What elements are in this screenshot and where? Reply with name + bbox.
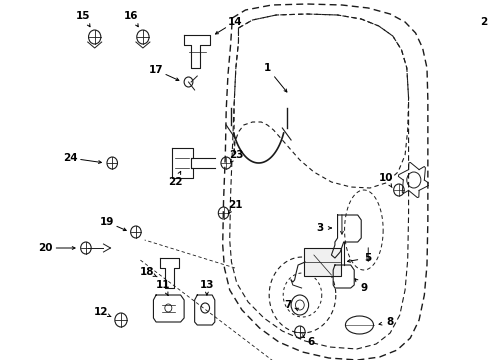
Text: 24: 24 (62, 153, 77, 163)
Text: 15: 15 (76, 11, 90, 21)
Text: 3: 3 (316, 223, 323, 233)
Text: 6: 6 (307, 337, 314, 347)
Text: 19: 19 (100, 217, 114, 227)
Text: 20: 20 (38, 243, 53, 253)
Text: 18: 18 (140, 267, 154, 277)
Text: 9: 9 (360, 283, 366, 293)
Text: 1: 1 (263, 63, 270, 73)
Text: 23: 23 (229, 150, 244, 160)
Text: 14: 14 (227, 17, 242, 27)
Text: 17: 17 (148, 65, 163, 75)
Text: 13: 13 (199, 280, 214, 290)
Bar (304, 248, 340, 276)
Text: 2: 2 (479, 17, 487, 27)
Text: 21: 21 (227, 200, 242, 210)
Text: 5: 5 (364, 253, 371, 263)
Text: 12: 12 (93, 307, 108, 317)
Text: 10: 10 (378, 173, 392, 183)
Bar (450, 171, 486, 199)
Text: 7: 7 (284, 300, 291, 310)
Text: 16: 16 (124, 11, 139, 21)
Text: 8: 8 (386, 317, 393, 327)
Text: 22: 22 (168, 177, 182, 187)
Text: 11: 11 (156, 280, 170, 290)
